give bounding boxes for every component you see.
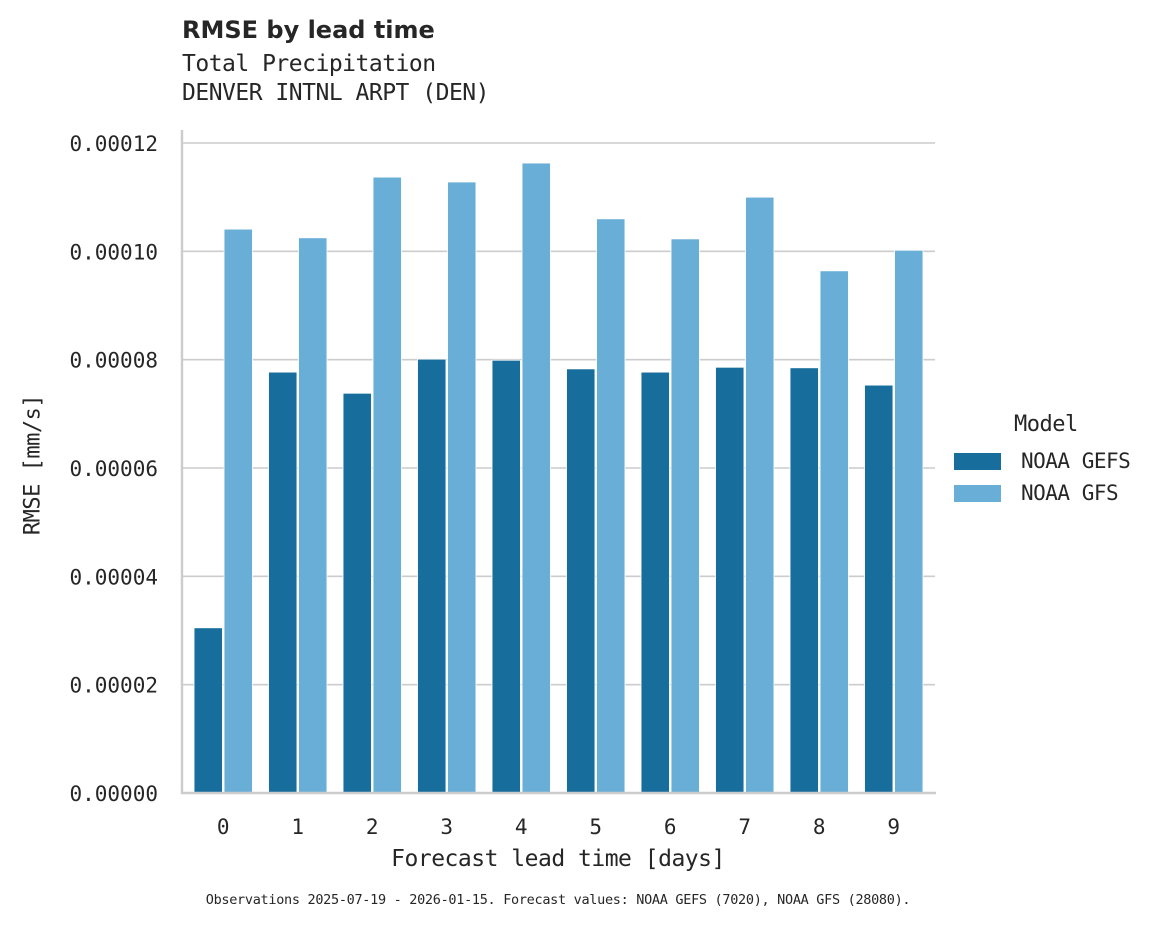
y-tick-label: 0.00004 [69,565,158,589]
x-tick-label: 7 [738,815,751,839]
chart-subtitle-station: DENVER INTNL ARPT (DEN) [182,80,490,106]
x-tick-label: 9 [887,815,900,839]
bar-noaa-gfs [670,238,700,794]
legend-swatch-gefs [954,452,1001,470]
legend-label: NOAA GEFS [1021,449,1131,473]
y-tick-label: 0.00000 [69,782,158,806]
bar-noaa-gfs [521,162,551,794]
y-tick-label: 0.00008 [69,349,158,373]
bar-noaa-gefs [566,368,596,794]
bar-noaa-gfs [819,270,849,794]
y-tick-label: 0.00012 [69,132,158,156]
legend-item-gfs: NOAA GFS [954,477,1130,509]
bar-noaa-gfs [894,249,924,794]
bar-noaa-gefs [342,392,372,794]
legend-label: NOAA GFS [1021,481,1119,505]
footnote: Observations 2025-07-19 - 2026-01-15. Fo… [205,892,911,908]
y-tick-label: 0.00006 [69,457,158,481]
x-tick-label: 1 [291,815,304,839]
bar-noaa-gefs [864,384,894,794]
y-tick-label: 0.00002 [69,674,158,698]
bar-noaa-gefs [268,371,298,794]
x-tick-label: 3 [440,815,453,839]
x-tick-label: 2 [366,815,379,839]
bar-noaa-gfs [298,237,328,794]
legend-swatch-gfs [954,484,1001,502]
bar-noaa-gefs [640,371,670,794]
bar-noaa-gefs [715,366,745,794]
x-tick-label: 5 [589,815,602,839]
bar-noaa-gfs [372,176,402,794]
legend-item-gefs: NOAA GEFS [954,445,1131,477]
bar-noaa-gfs [447,181,477,794]
bar-noaa-gefs [491,359,521,794]
x-axis-label: Forecast lead time [days] [391,846,725,872]
chart-title: RMSE by lead time [182,16,435,44]
legend-title: Model [1014,412,1078,437]
x-tick-label: 0 [217,815,230,839]
legend: Model NOAA GEFS NOAA GFS [954,412,1131,509]
x-tick-label: 8 [813,815,826,839]
bar-noaa-gefs [417,358,447,794]
x-tick-label: 6 [664,815,677,839]
bar-noaa-gefs [193,627,223,794]
bar-noaa-gfs [223,228,253,794]
y-axis-label: RMSE [mm/s] [20,394,46,536]
bar-noaa-gfs [596,218,626,794]
x-tick-label: 4 [515,815,528,839]
bar-noaa-gefs [789,367,819,794]
chart-subtitle-variable: Total Precipitation [182,51,436,77]
bar-noaa-gfs [745,196,775,794]
y-tick-label: 0.00010 [69,240,158,264]
